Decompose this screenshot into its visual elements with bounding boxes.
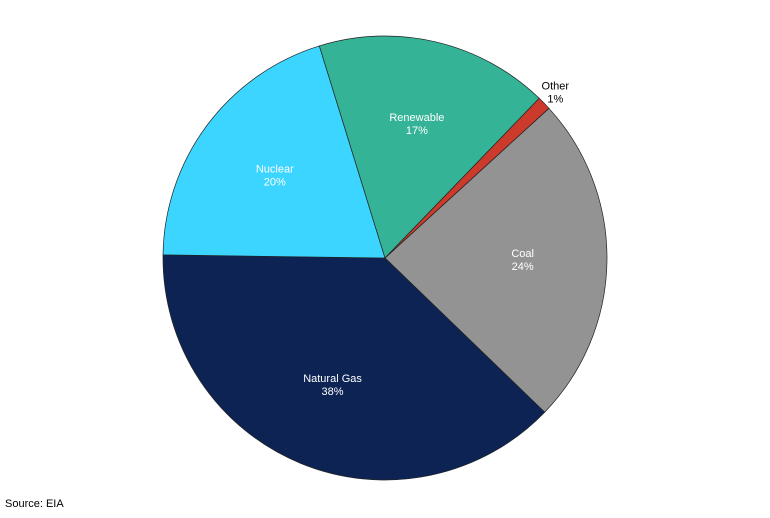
slice-label: Renewable	[389, 112, 444, 124]
slice-label: Other	[542, 80, 570, 92]
pie-slice	[162, 45, 386, 259]
pie-slice	[318, 35, 540, 259]
pie-slice	[162, 254, 546, 481]
slice-label: Natural Gas	[303, 373, 362, 385]
pie-slice	[384, 97, 550, 259]
pie-slice	[384, 107, 608, 413]
slice-value-label: 38%	[322, 386, 344, 398]
slice-value-label: 20%	[264, 176, 286, 188]
slice-label: Coal	[511, 248, 534, 260]
slice-value-label: 24%	[512, 261, 534, 273]
slice-label: Nuclear	[256, 163, 294, 175]
slice-value-label: 17%	[406, 125, 428, 137]
source-note: Source: EIA	[5, 498, 64, 510]
slice-value-label: 1%	[547, 93, 563, 105]
